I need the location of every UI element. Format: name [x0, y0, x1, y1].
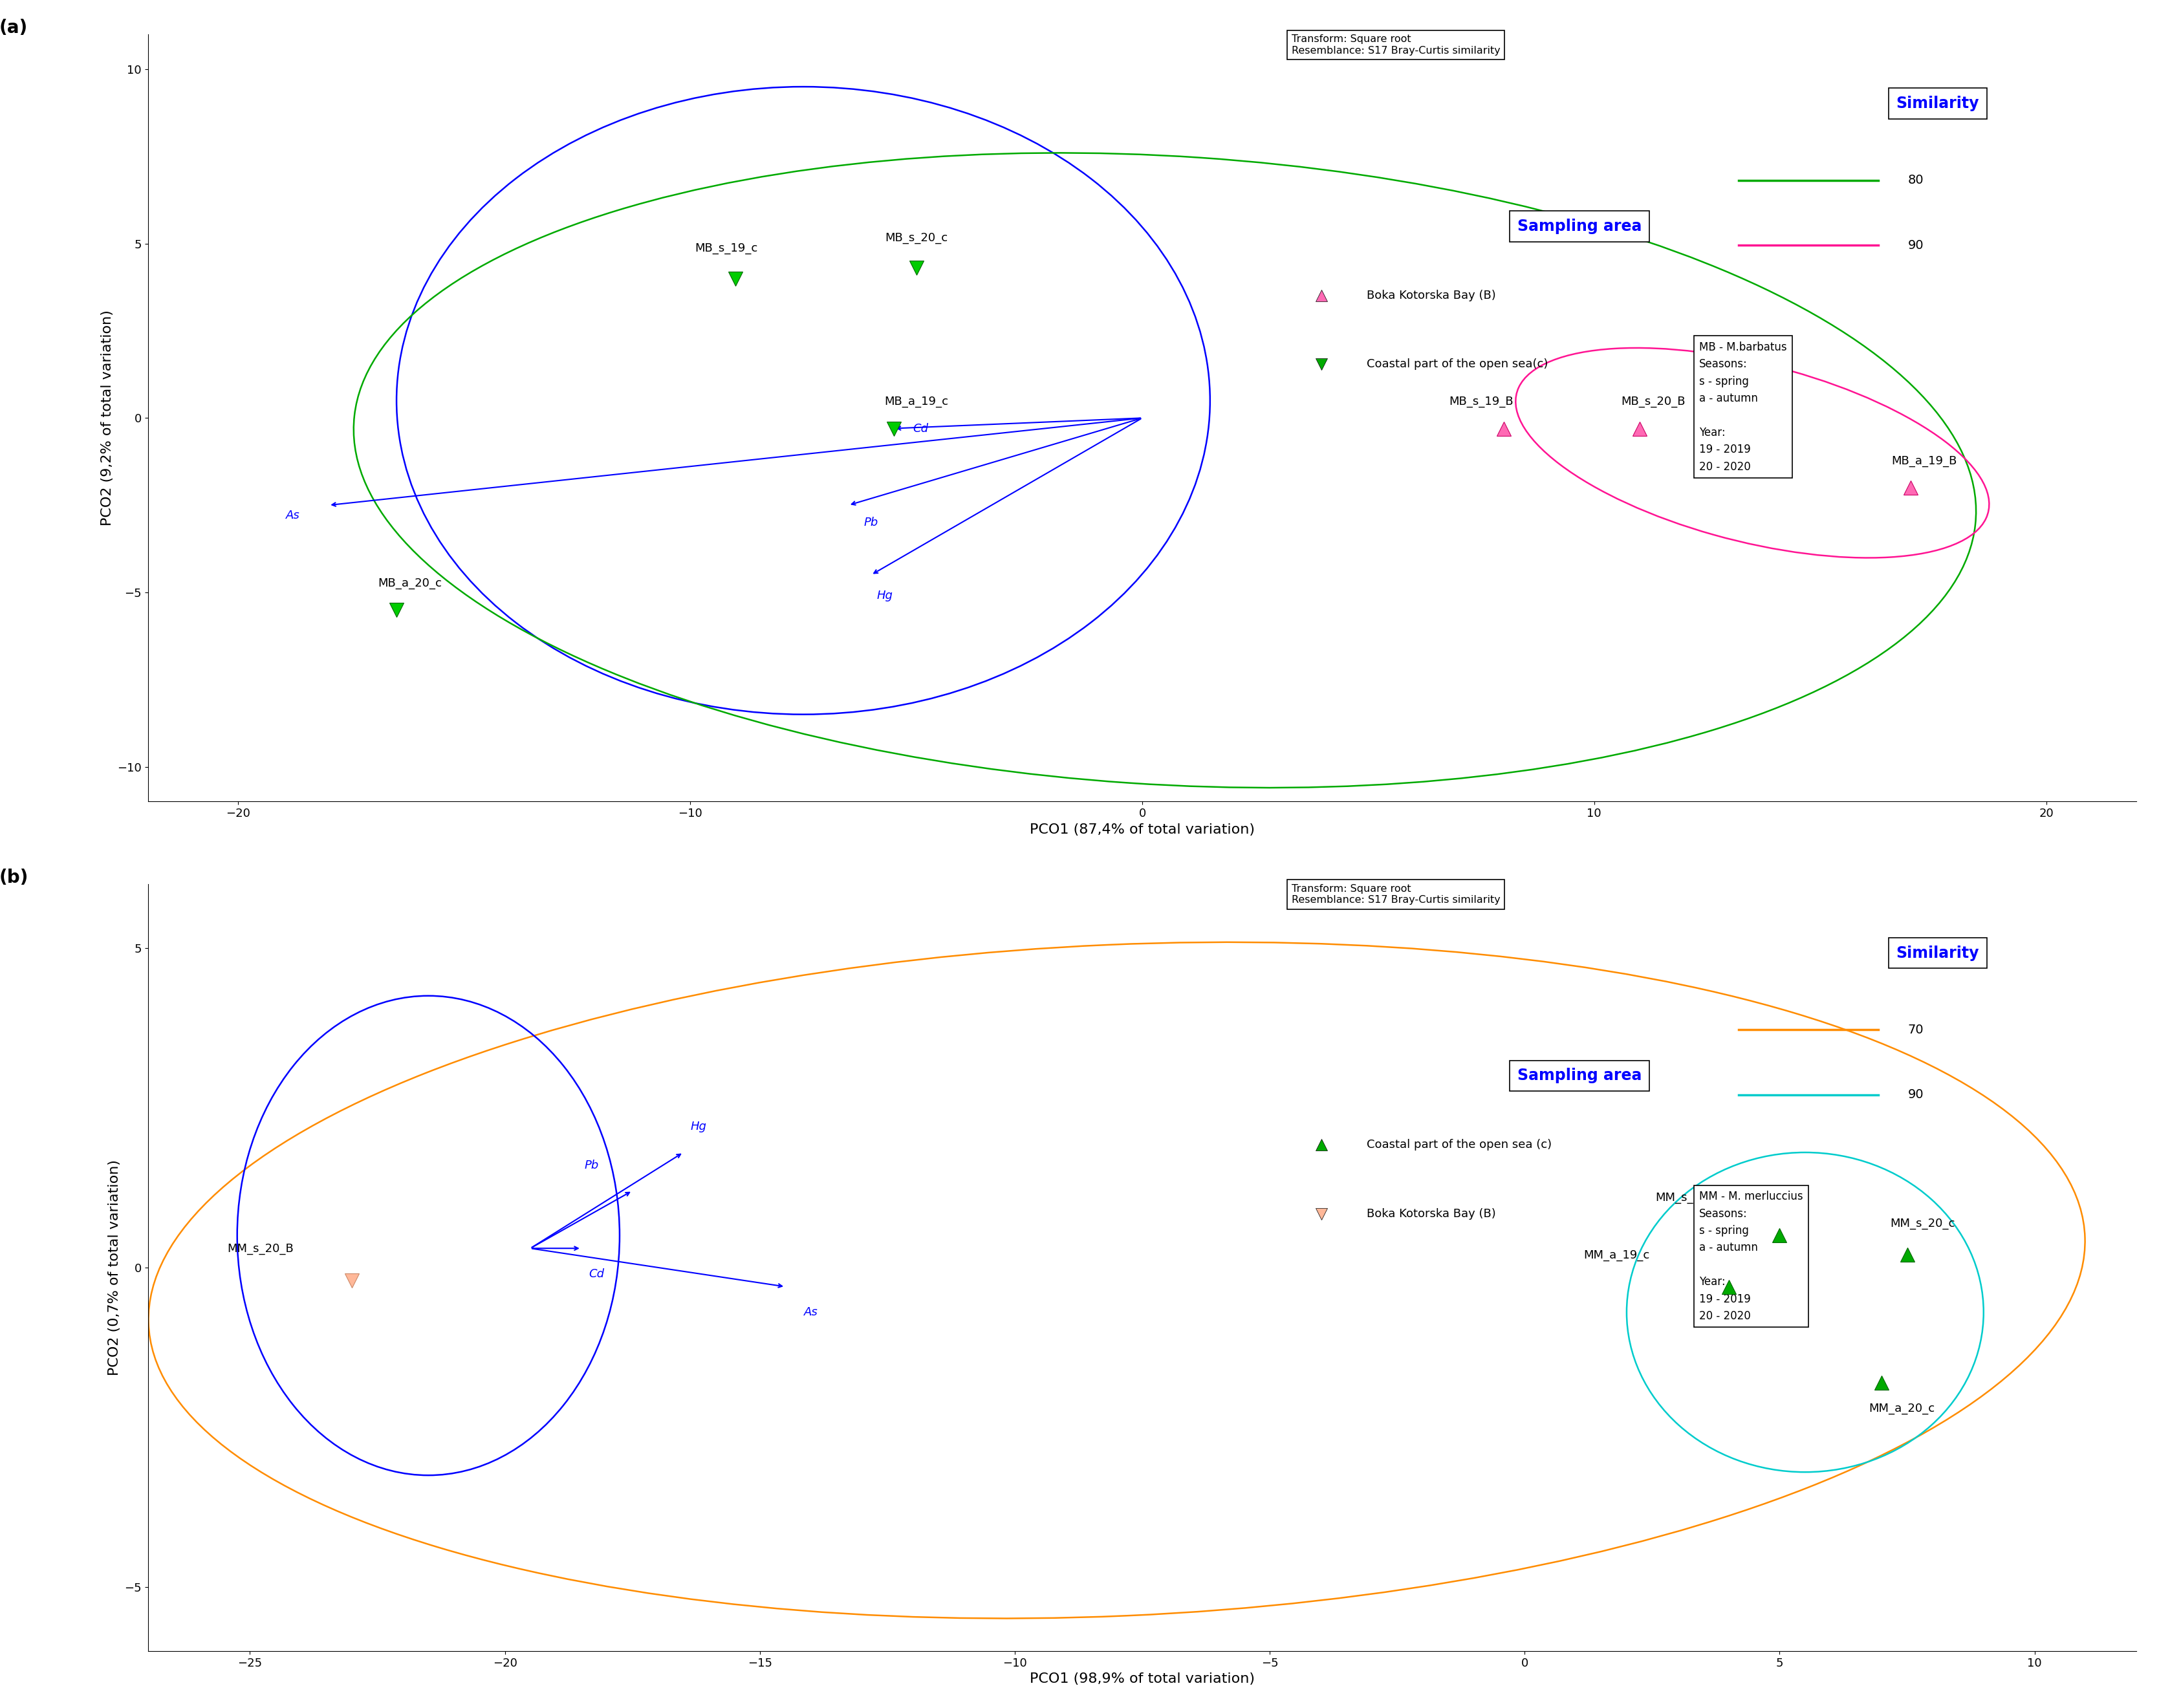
- Text: Transform: Square root
Resemblance: S17 Bray-Curtis similarity: Transform: Square root Resemblance: S17 …: [1291, 34, 1501, 55]
- Text: Sampling area: Sampling area: [1518, 1068, 1643, 1083]
- Text: 70: 70: [1909, 1023, 1924, 1035]
- Text: MM_s_20_B: MM_s_20_B: [227, 1243, 294, 1255]
- Text: Cd: Cd: [589, 1267, 605, 1279]
- Text: MM_a_19_c: MM_a_19_c: [1583, 1250, 1649, 1261]
- Text: Boka Kotorska Bay (B): Boka Kotorska Bay (B): [1367, 1208, 1496, 1220]
- X-axis label: PCO1 (87,4% of total variation): PCO1 (87,4% of total variation): [1030, 823, 1254, 835]
- Text: Hg: Hg: [877, 589, 892, 601]
- Text: Similarity: Similarity: [1896, 945, 1980, 962]
- Text: MB_s_20_c: MB_s_20_c: [885, 232, 948, 244]
- Text: Pb: Pb: [585, 1160, 598, 1172]
- Text: MB_s_20_B: MB_s_20_B: [1621, 396, 1686, 408]
- Y-axis label: PCO2 (0,7% of total variation): PCO2 (0,7% of total variation): [108, 1160, 121, 1375]
- Text: MB_s_19_B: MB_s_19_B: [1449, 396, 1513, 408]
- Text: MB_a_19_c: MB_a_19_c: [885, 396, 948, 408]
- Text: MM - M. merluccius
Seasons:
s - spring
a - autumn

Year:
19 - 2019
20 - 2020: MM - M. merluccius Seasons: s - spring a…: [1699, 1190, 1803, 1322]
- Text: 80: 80: [1909, 174, 1924, 186]
- X-axis label: PCO1 (98,9% of total variation): PCO1 (98,9% of total variation): [1030, 1672, 1254, 1686]
- Text: Pb: Pb: [864, 518, 879, 528]
- Y-axis label: PCO2 (9,2% of total variation): PCO2 (9,2% of total variation): [101, 311, 114, 526]
- Text: (a): (a): [0, 19, 28, 38]
- Text: As: As: [285, 509, 300, 521]
- Text: MB_a_20_c: MB_a_20_c: [378, 577, 443, 589]
- Text: Cd: Cd: [913, 422, 928, 434]
- Text: Boka Kotorska Bay (B): Boka Kotorska Bay (B): [1367, 289, 1496, 301]
- Text: (b): (b): [0, 869, 28, 886]
- Text: MM_a_20_c: MM_a_20_c: [1870, 1402, 1934, 1414]
- Text: Hg: Hg: [691, 1120, 706, 1132]
- Text: 90: 90: [1909, 239, 1924, 251]
- Text: MB - M.barbatus
Seasons:
s - spring
a - autumn

Year:
19 - 2019
20 - 2020: MB - M.barbatus Seasons: s - spring a - …: [1699, 342, 1788, 473]
- Text: Coastal part of the open sea(c): Coastal part of the open sea(c): [1367, 359, 1548, 371]
- Text: 90: 90: [1909, 1088, 1924, 1102]
- Text: As: As: [803, 1307, 818, 1319]
- Text: MB_a_19_B: MB_a_19_B: [1891, 454, 1956, 466]
- Text: Transform: Square root
Resemblance: S17 Bray-Curtis similarity: Transform: Square root Resemblance: S17 …: [1291, 885, 1501, 905]
- Text: MB_s_19_c: MB_s_19_c: [695, 243, 758, 254]
- Text: Similarity: Similarity: [1896, 96, 1980, 111]
- Text: Coastal part of the open sea (c): Coastal part of the open sea (c): [1367, 1139, 1552, 1151]
- Text: MM_s_20_c: MM_s_20_c: [1889, 1218, 1954, 1230]
- Text: Sampling area: Sampling area: [1518, 219, 1643, 234]
- Text: MM_s_19_c: MM_s_19_c: [1656, 1192, 1721, 1204]
